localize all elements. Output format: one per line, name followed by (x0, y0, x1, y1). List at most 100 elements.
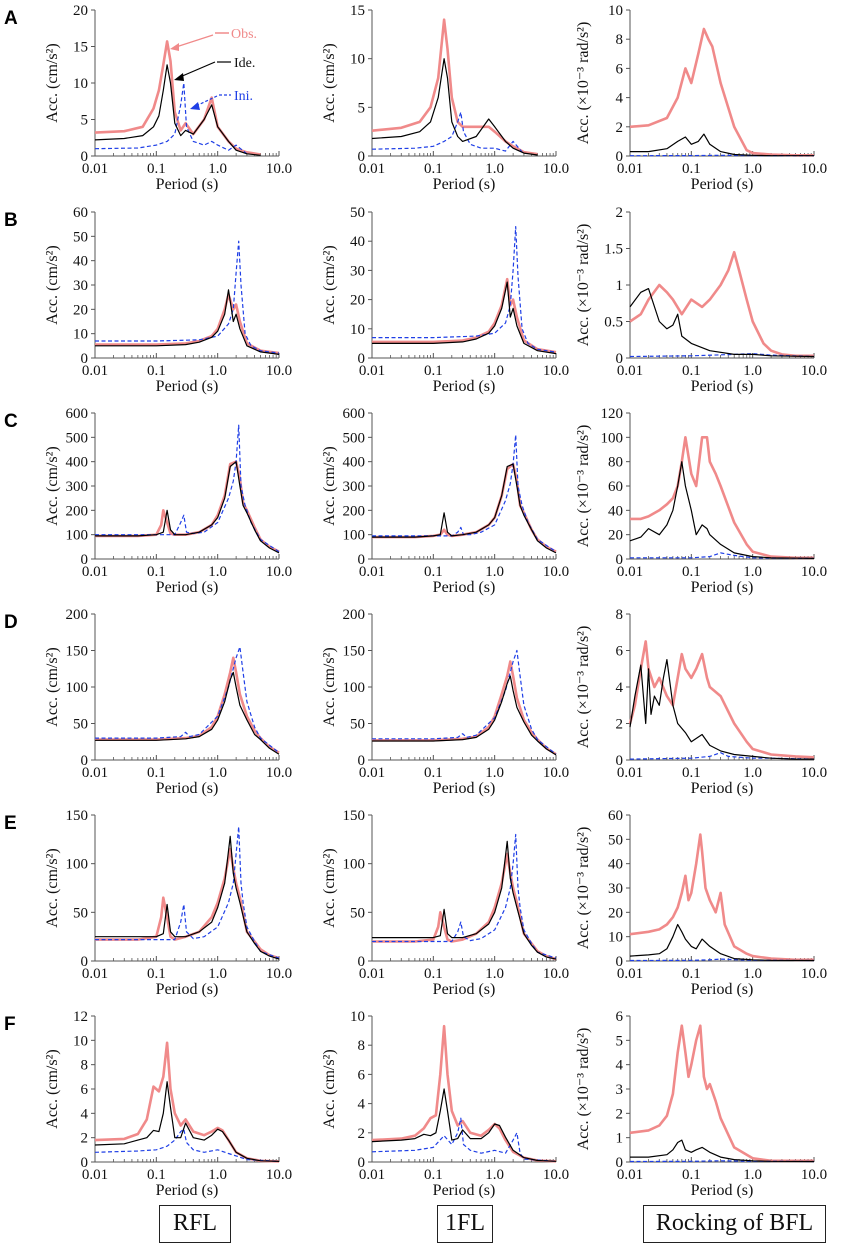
legend-ini-arrowhead (190, 102, 200, 110)
x-tick-label: 0.1 (424, 161, 443, 177)
x-tick-label: 0.1 (682, 1167, 701, 1183)
panel-b-3: 0.01 0.1 1.0 10.0 Period (s) 0 0.5 1 1.5 2 Acc. (×… (575, 205, 827, 395)
y-tick-label: 0 (616, 954, 624, 970)
x-tick-label: 0.01 (82, 765, 108, 781)
y-axis-label: Acc. (cm/s²) (44, 647, 61, 726)
y-tick-label: 200 (66, 503, 89, 519)
x-tick-label: 10.0 (543, 161, 569, 177)
y-tick-label: 100 (66, 857, 89, 873)
y-tick-label: 4 (81, 1106, 89, 1122)
y-tick-label: 200 (343, 607, 366, 623)
x-tick-label: 0.01 (82, 564, 108, 580)
x-axis-label: Period (s) (156, 378, 219, 395)
y-tick-label: 0.5 (604, 315, 623, 331)
y-axis-label: Acc. (cm/s²) (44, 446, 61, 525)
y-tick-label: 5 (81, 113, 89, 129)
panel-c-2: 0.01 0.1 1.0 10.0 Period (s) 0 100 200 300 400 500… (321, 406, 569, 596)
y-tick-label: 500 (343, 430, 366, 446)
y-tick-label: 10 (608, 3, 623, 19)
series-ide (630, 133, 814, 157)
y-tick-label: 10 (350, 52, 365, 68)
series-ini (630, 552, 815, 559)
x-axis-label: Period (s) (156, 1182, 219, 1199)
series-ide (372, 840, 557, 960)
series-obs (372, 462, 557, 553)
y-tick-label: 300 (66, 479, 89, 495)
panel-f-1: 0.01 0.1 1.0 10.0 Period (s) 0 2 4 6 8 10 12 Acc. (c… (44, 1009, 292, 1199)
x-axis-label: Period (s) (433, 780, 496, 797)
y-tick-label: 4 (358, 1097, 366, 1113)
x-tick-label: 0.1 (682, 363, 701, 379)
x-tick-label: 10.0 (543, 363, 569, 379)
series-ini (94, 1128, 280, 1162)
y-tick-label: 80 (608, 455, 623, 471)
series-obs (95, 847, 280, 960)
y-tick-label: 2 (616, 120, 624, 136)
y-axis-label: Acc. (cm/s²) (321, 1049, 338, 1128)
series-ide (372, 281, 557, 355)
x-tick-label: 0.1 (424, 363, 443, 379)
y-tick-label: 15 (350, 3, 365, 19)
x-tick-label: 0.1 (682, 564, 701, 580)
x-tick-label: 10.0 (266, 161, 292, 177)
x-tick-label: 0.01 (617, 161, 643, 177)
x-tick-label: 1.0 (485, 363, 504, 379)
y-tick-label: 100 (343, 680, 366, 696)
x-tick-label: 0.01 (617, 966, 643, 982)
y-tick-label: 0 (616, 753, 624, 769)
y-tick-label: 600 (343, 406, 366, 422)
legend-ini-pointer (195, 95, 218, 107)
y-tick-label: 600 (66, 406, 89, 422)
x-tick-label: 1.0 (743, 765, 762, 781)
x-tick-label: 0.01 (617, 363, 643, 379)
y-tick-label: 60 (73, 205, 88, 221)
x-tick-label: 0.1 (682, 966, 701, 982)
panel-c-3: 0.01 0.1 1.0 10.0 Period (s) 0 20 40 60 80 100 120 A… (575, 406, 827, 596)
x-tick-label: 1.0 (208, 765, 227, 781)
y-tick-label: 50 (608, 832, 623, 848)
row-label-b: B (4, 210, 18, 231)
y-tick-label: 2 (616, 205, 624, 221)
y-tick-label: 50 (350, 717, 365, 733)
y-tick-label: 400 (66, 455, 89, 471)
x-axis-label: Period (s) (691, 176, 754, 193)
y-tick-label: 6 (616, 1009, 624, 1025)
panel-c-1: 0.01 0.1 1.0 10.0 Period (s) 0 100 200 300 400 500… (44, 406, 292, 596)
panel-f-2: 0.01 0.1 1.0 10.0 Period (s) 0 2 4 6 8 10 Acc. (cm/… (321, 1009, 569, 1199)
series-ini (95, 240, 280, 354)
x-axis-label: Period (s) (433, 176, 496, 193)
series-ide (372, 463, 557, 554)
x-tick-label: 10.0 (801, 564, 827, 580)
row-label-e: E (4, 813, 17, 834)
y-tick-label: 150 (66, 808, 89, 824)
x-tick-label: 1.0 (743, 564, 762, 580)
y-tick-label: 4 (616, 91, 624, 107)
y-axis-label: Acc. (cm/s²) (44, 1049, 61, 1128)
panel-a-2: 0.01 0.1 1.0 10.0 Period (s) 0 5 10 15 Acc. (cm/s… (321, 3, 569, 193)
y-tick-label: 40 (608, 857, 623, 873)
x-axis-label: Period (s) (156, 579, 219, 596)
series-obs (628, 640, 815, 759)
series-ini (372, 833, 557, 959)
y-tick-label: 4 (616, 680, 624, 696)
series-obs (372, 660, 557, 756)
y-tick-label: 12 (73, 1009, 88, 1025)
panel-f-3: 0.01 0.1 1.0 10.0 Period (s) 0 1 2 3 4 5 6 Acc. (×10… (575, 1009, 827, 1199)
y-tick-label: 10 (350, 322, 365, 338)
legend-ide-arrowhead (174, 73, 184, 81)
panel-e-2: 0.01 0.1 1.0 10.0 Period (s) 0 50 100 150 Acc. (c… (321, 808, 569, 998)
series-ini (95, 826, 280, 959)
x-tick-label: 0.01 (359, 966, 385, 982)
y-axis-label: Acc. (cm/s²) (44, 43, 61, 122)
panel-e-1: 0.01 0.1 1.0 10.0 Period (s) 0 50 100 150 Acc. (c… (44, 808, 292, 998)
x-axis-label: Period (s) (433, 1182, 496, 1199)
y-tick-label: 120 (601, 406, 624, 422)
series-ide (371, 58, 538, 156)
y-tick-label: 0 (616, 1155, 624, 1171)
x-axis-label: Period (s) (691, 981, 754, 998)
y-tick-label: 0 (81, 351, 89, 367)
y-tick-label: 0 (358, 552, 366, 568)
x-tick-label: 1.0 (485, 1167, 504, 1183)
legend-obs-pointer (175, 34, 214, 48)
y-tick-label: 100 (343, 528, 366, 544)
